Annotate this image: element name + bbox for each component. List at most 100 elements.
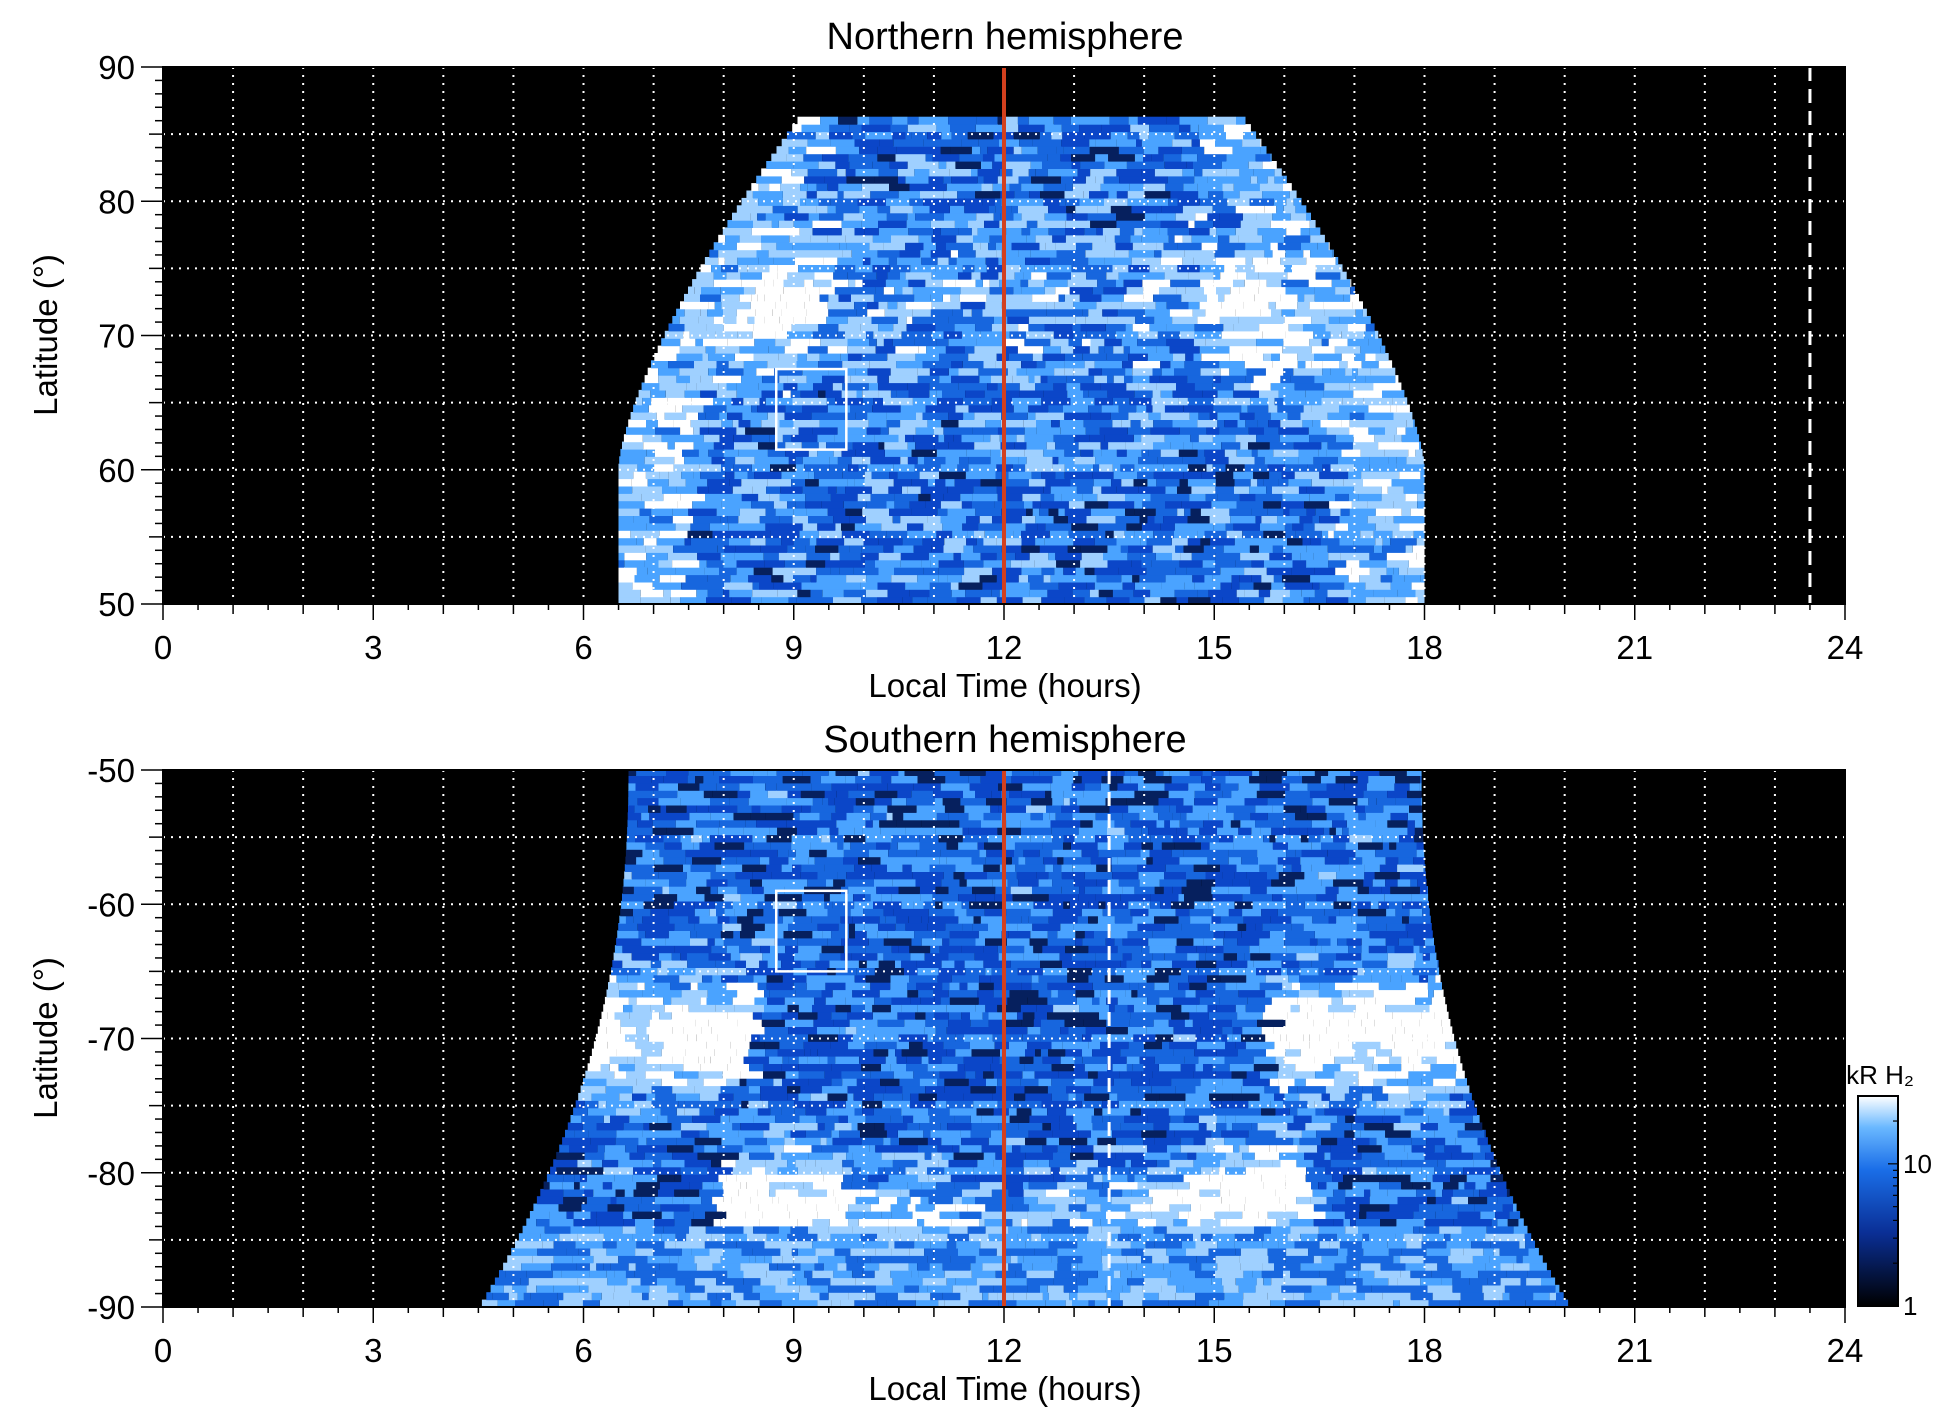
north-map-cell <box>1083 389 1089 398</box>
north-map-cell <box>1141 559 1152 568</box>
north-map-cell <box>684 389 701 398</box>
north-map-cell <box>793 161 819 169</box>
south-map-cell <box>913 1115 930 1123</box>
south-map-cell <box>702 1181 714 1190</box>
north-map-cell <box>1060 345 1074 354</box>
north-map-cell <box>950 146 972 155</box>
north-map-cell <box>1334 345 1361 354</box>
north-map-cell <box>1373 530 1393 539</box>
north-map-cell <box>1279 353 1298 361</box>
north-map-cell <box>905 301 932 310</box>
south-map-cell <box>1022 1070 1035 1079</box>
south-map-cell <box>1347 1159 1371 1168</box>
north-map-cell <box>967 530 974 539</box>
north-map-cell <box>1127 161 1145 169</box>
south-map-cell <box>1424 1218 1454 1227</box>
south-map-cell <box>1037 1196 1046 1205</box>
north-map-cell <box>754 471 782 480</box>
south-map-cell <box>1284 1092 1300 1101</box>
south-map-cell <box>1437 1159 1446 1168</box>
south-map-cell <box>1268 1255 1286 1264</box>
south-map-cell <box>1382 1115 1401 1123</box>
north-map-cell <box>1183 183 1198 192</box>
north-map-cell <box>997 175 1019 184</box>
north-map-cell <box>1213 434 1236 443</box>
north-map-cell <box>797 353 807 361</box>
north-map-cell <box>1043 485 1051 494</box>
south-map-cell <box>1311 1284 1340 1293</box>
north-map-cell <box>818 478 848 487</box>
north-map-cell <box>1094 360 1123 369</box>
south-map-cell <box>1136 1262 1164 1271</box>
south-map-cell <box>698 1056 705 1064</box>
south-map-cell <box>736 1174 749 1183</box>
north-map-cell <box>1187 478 1216 487</box>
north-map-cell <box>1313 456 1338 465</box>
north-map-cell <box>1005 426 1025 435</box>
south-map-cell <box>748 1100 763 1109</box>
north-map-cell <box>1151 153 1164 162</box>
south-map-cell <box>1134 1196 1153 1205</box>
south-map-cell <box>821 1166 843 1175</box>
north-map-cell <box>1004 581 1030 590</box>
south-map-cell <box>1178 1211 1189 1219</box>
north-map-cell <box>773 279 784 288</box>
south-map-cell <box>619 1092 633 1101</box>
north-map-cell <box>1134 153 1143 162</box>
north-map-cell <box>1039 508 1049 516</box>
south-map-cell <box>1207 1144 1215 1153</box>
north-map-cell <box>1174 367 1201 376</box>
south-map-cell <box>1020 1078 1039 1087</box>
north-map-cell <box>1306 212 1311 221</box>
north-map-cell <box>1283 367 1294 376</box>
north-map-cell <box>1032 508 1040 516</box>
north-map-cell <box>1264 596 1283 604</box>
north-map-cell <box>716 389 737 398</box>
north-map-cell <box>1273 448 1299 457</box>
south-map-cell <box>981 1144 1002 1153</box>
south-map-cell <box>541 1270 553 1279</box>
north-map-cell <box>894 567 924 576</box>
south-map-cell <box>944 1166 974 1175</box>
south-map-cell <box>632 1233 662 1242</box>
south-map-cell <box>910 996 921 1005</box>
south-map-cell <box>1527 1270 1551 1279</box>
north-map-cell <box>929 589 952 598</box>
south-map-cell <box>770 1107 782 1116</box>
north-map-cell <box>1268 397 1275 406</box>
north-map-cell <box>996 537 1022 546</box>
north-map-cell <box>1080 161 1105 169</box>
north-map-cell <box>994 153 1005 162</box>
south-map-cell <box>632 1092 647 1101</box>
north-map-cell <box>712 530 731 539</box>
north-map-cell <box>889 508 912 516</box>
north-map-cell <box>1415 448 1423 457</box>
north-map-cell <box>1165 500 1182 509</box>
south-map-cell <box>1434 1011 1449 1020</box>
south-map-cell <box>659 1011 672 1020</box>
north-map-cell <box>1018 456 1027 465</box>
north-map-cell <box>707 589 724 598</box>
north-map-cell <box>846 574 867 583</box>
north-map-cell <box>828 293 839 302</box>
north-map-cell <box>812 220 842 228</box>
south-map-cell <box>1305 1122 1331 1131</box>
south-map-cell <box>1400 1255 1424 1264</box>
south-map-cell <box>1111 1233 1119 1242</box>
south-map-cell <box>1433 1078 1456 1087</box>
north-map-cell <box>1324 485 1354 494</box>
north-map-cell <box>618 522 647 531</box>
north-map-cell <box>897 316 907 324</box>
south-map-cell <box>977 1159 994 1168</box>
north-map-cell <box>971 308 983 317</box>
north-map-cell <box>940 146 951 155</box>
north-map-cell <box>912 205 930 214</box>
north-map-cell <box>1215 552 1241 561</box>
south-map-cell <box>635 1247 654 1256</box>
south-map-cell <box>1257 1019 1286 1027</box>
south-map-cell <box>636 996 664 1005</box>
north-map-cell <box>1096 301 1122 310</box>
north-map-cell <box>1105 234 1115 243</box>
north-map-cell <box>1028 116 1054 125</box>
north-map-cell <box>1179 116 1208 125</box>
